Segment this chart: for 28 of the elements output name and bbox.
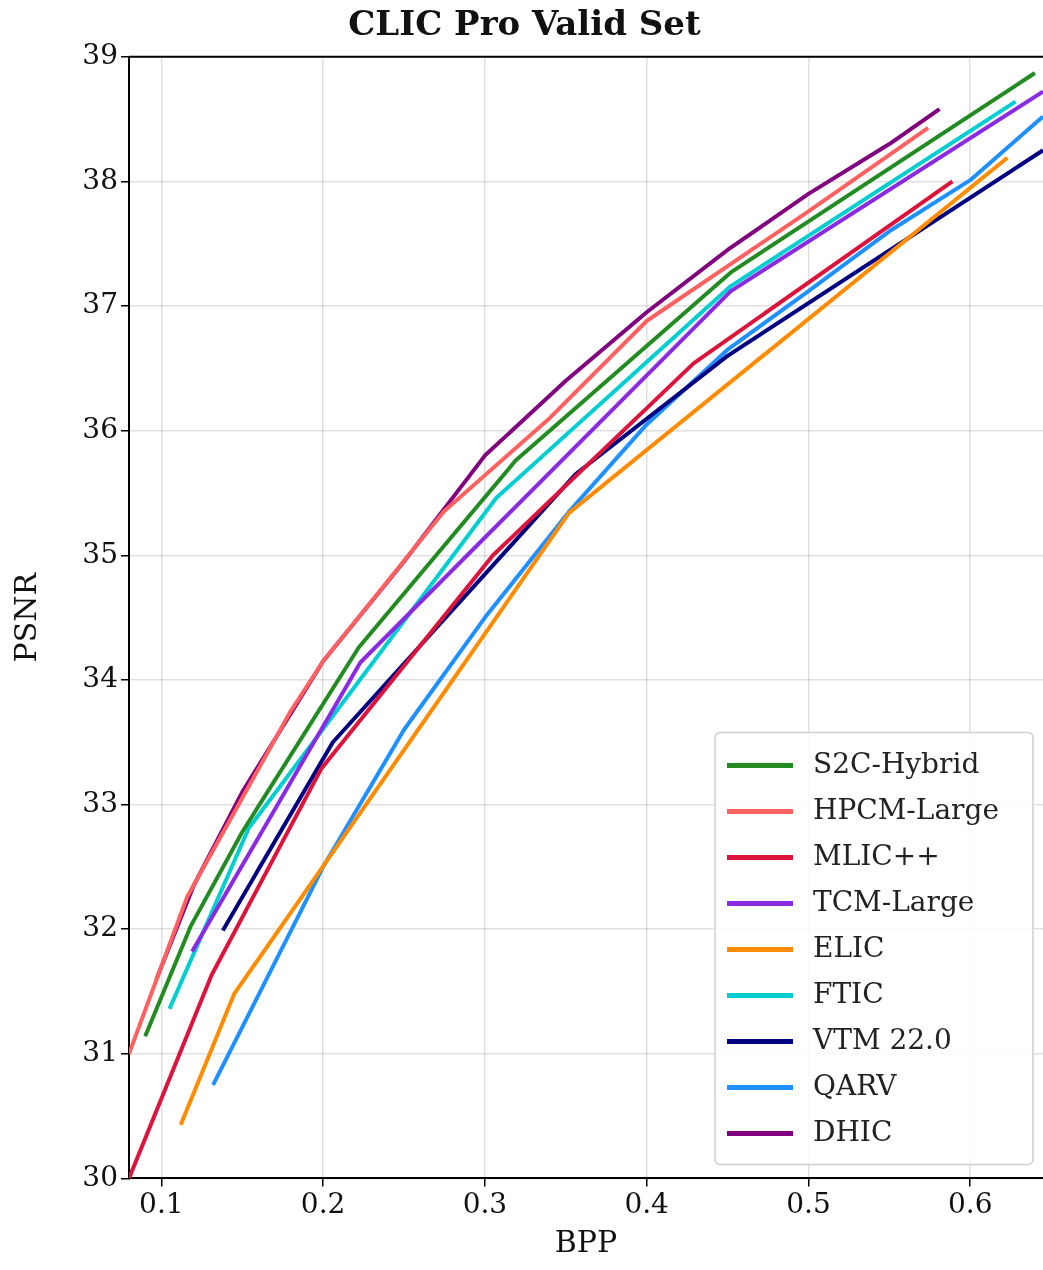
legend-label: FTIC <box>813 976 884 1010</box>
legend-label: QARV <box>813 1068 898 1102</box>
x-tick-label: 0.5 <box>786 1187 831 1221</box>
x-axis-title: BPP <box>554 1223 618 1259</box>
legend-label: TCM-Large <box>813 884 975 918</box>
legend-label: HPCM-Large <box>813 792 999 826</box>
y-axis-title: PSNR <box>7 571 43 663</box>
y-tick-label: 36 <box>82 411 118 445</box>
x-tick-label: 0.3 <box>462 1187 508 1221</box>
y-tick-label: 32 <box>82 910 118 944</box>
y-tick-label: 35 <box>82 536 118 570</box>
chart-title: CLIC Pro Valid Set <box>348 3 701 44</box>
y-tick-label: 31 <box>82 1035 118 1069</box>
x-tick-label: 0.6 <box>947 1187 993 1221</box>
x-tick-label: 0.2 <box>300 1187 346 1221</box>
y-tick-label: 30 <box>82 1159 118 1193</box>
legend-label: S2C-Hybrid <box>813 746 980 780</box>
legend-label: DHIC <box>813 1114 893 1148</box>
y-tick-label: 33 <box>82 785 118 819</box>
x-tick-label: 0.1 <box>139 1187 184 1221</box>
legend-label: MLIC++ <box>813 838 940 872</box>
y-tick-label: 34 <box>82 661 118 695</box>
y-tick-label: 37 <box>82 287 118 321</box>
y-tick-label: 38 <box>82 162 118 196</box>
x-tick-label: 0.4 <box>624 1187 669 1221</box>
y-tick-label: 39 <box>82 38 118 72</box>
legend-label: VTM 22.0 <box>812 1022 952 1056</box>
legend-label: ELIC <box>813 930 885 964</box>
